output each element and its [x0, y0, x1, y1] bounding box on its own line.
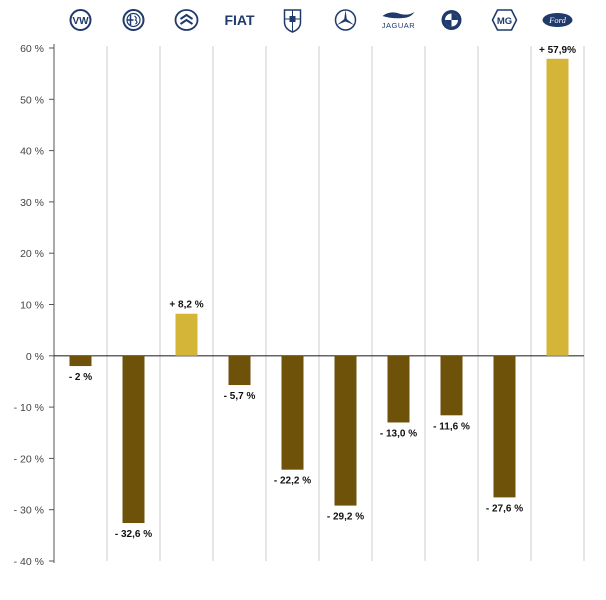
y-tick-label: 20 %: [20, 248, 44, 260]
y-tick-label: - 10 %: [14, 402, 44, 414]
bar-mercedes-benz: [334, 355, 357, 506]
porsche-logo-icon: [283, 9, 302, 33]
data-label: - 13,0 %: [380, 428, 417, 439]
data-labels: - 2 % - 32,6 % + 8,2 % - 5,7 % - 22,2 % - 29,…: [69, 45, 576, 540]
svg-text:Ford: Ford: [548, 15, 566, 25]
alfa-romeo-logo-icon: [122, 9, 145, 31]
mg-logo-icon: MG: [491, 9, 518, 31]
data-label: - 27,6 %: [486, 503, 523, 514]
y-tick-label: 50 %: [20, 94, 44, 106]
bar-alfa-romeo: [122, 355, 145, 524]
bmw-logo-icon: [441, 10, 462, 30]
data-label: - 5,7 %: [224, 391, 256, 402]
volkswagen-logo-icon: VW: [69, 9, 92, 31]
brand-logos: VW FIAT JAGUAR MG Ford: [69, 9, 573, 33]
y-tick-label: 10 %: [20, 300, 44, 312]
bar-jaguar: [387, 355, 410, 423]
svg-text:FIAT: FIAT: [224, 12, 255, 28]
gridlines: [106, 46, 585, 561]
bar-mg: [493, 355, 516, 498]
y-tick-label: - 30 %: [14, 505, 44, 517]
bar-fiat: [228, 355, 251, 386]
bar-volkswagen: [69, 355, 92, 367]
data-label: - 22,2 %: [274, 476, 311, 487]
bar-porsche: [281, 355, 304, 470]
y-tick-label: 40 %: [20, 146, 44, 158]
citro-n-logo-icon: [174, 9, 199, 31]
bar-bmw: [440, 355, 463, 416]
bars: [69, 58, 569, 524]
data-label: - 29,2 %: [327, 512, 364, 523]
fiat-logo-icon: FIAT: [224, 12, 255, 28]
svg-text:VW: VW: [72, 16, 89, 27]
bar-ford: [546, 58, 569, 356]
y-tick-label: - 20 %: [14, 453, 44, 465]
mercedes-benz-logo-icon: [334, 9, 357, 31]
jaguar-logo-icon: JAGUAR: [382, 12, 416, 30]
data-label: - 2 %: [69, 372, 92, 383]
ford-logo-icon: Ford: [542, 13, 573, 27]
bar-citro-n: [175, 313, 198, 356]
y-tick-label: 60 %: [20, 43, 44, 55]
y-tick-label: 30 %: [20, 197, 44, 209]
svg-text:JAGUAR: JAGUAR: [382, 21, 416, 30]
y-tick-label: - 40 %: [14, 556, 44, 568]
data-label: + 8,2 %: [169, 300, 203, 311]
svg-text:MG: MG: [497, 16, 512, 27]
y-tick-label: 0 %: [26, 351, 44, 363]
data-label: - 32,6 %: [115, 529, 152, 540]
data-label: - 11,6 %: [433, 421, 470, 432]
data-label: + 57,9%: [539, 45, 576, 56]
